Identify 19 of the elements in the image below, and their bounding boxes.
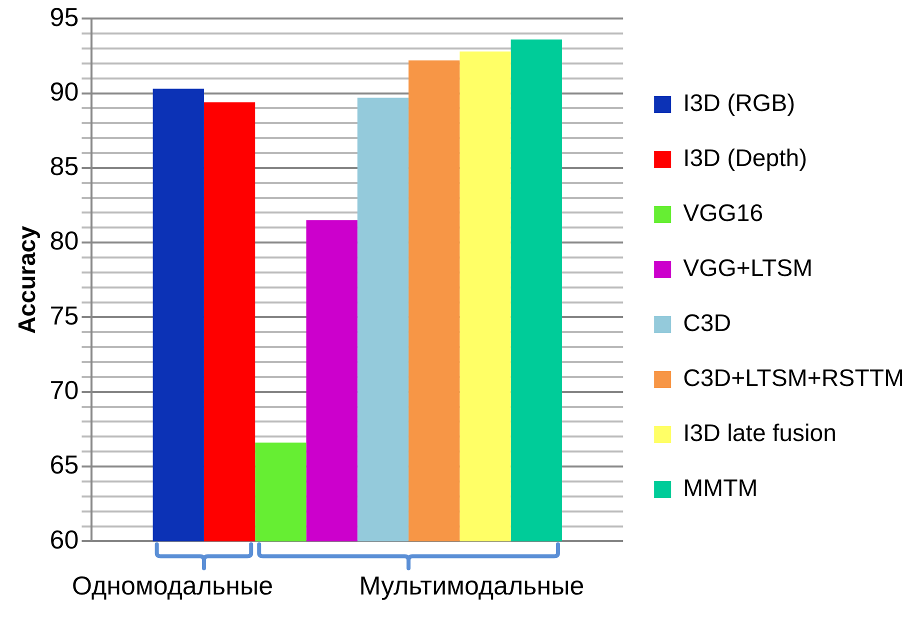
y-tick-label: 60 (50, 524, 79, 554)
y-tick-label: 95 (50, 2, 79, 32)
legend-label: C3D+LTSM+RSTTM (683, 365, 904, 392)
legend-label: I3D (Depth) (683, 145, 808, 172)
y-tick-label: 75 (50, 300, 79, 330)
text: Одномодальные (72, 570, 274, 600)
y-tick-label: 80 (50, 226, 79, 256)
y-tick-label: 70 (50, 375, 79, 406)
legend-label: I3D (RGB) (683, 90, 796, 118)
y-axis-title: Accuracy (14, 225, 42, 334)
legend-label: VGG+LTSM (683, 255, 813, 282)
y-tick-label: 85 (50, 151, 79, 182)
legend-label: VGG16 (683, 200, 764, 228)
y-tick-label: 65 (50, 450, 79, 480)
legend-label: I3D late fusion (683, 420, 836, 448)
text: Мультимодальные (359, 570, 584, 600)
legend-label: C3D (683, 310, 732, 338)
legend-label: MMTM (683, 475, 758, 502)
y-tick-label: 90 (50, 76, 79, 106)
